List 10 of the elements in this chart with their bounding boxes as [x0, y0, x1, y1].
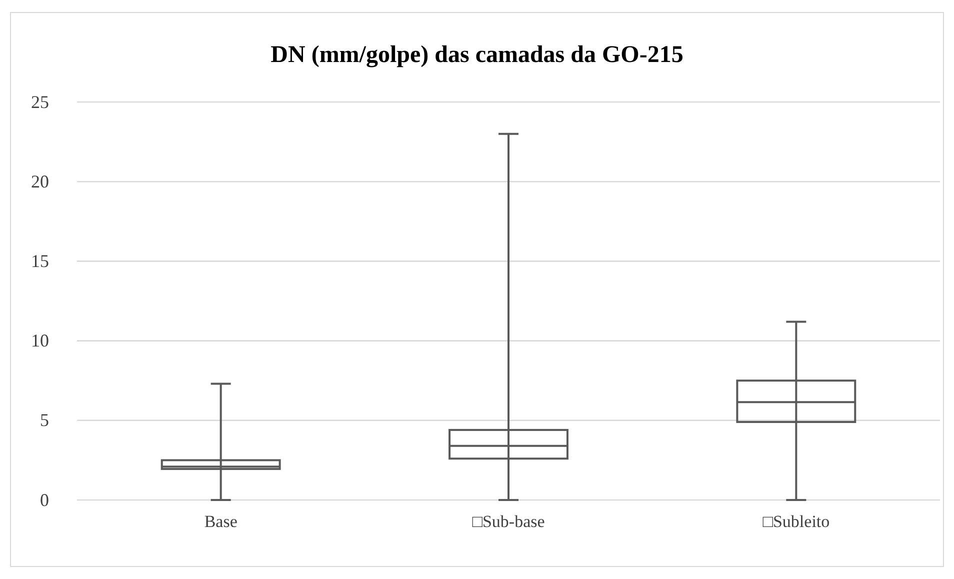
y-tick-label: 15 [31, 250, 49, 271]
y-tick-label: 5 [40, 410, 49, 430]
chart-title: DN (mm/golpe) das camadas da GO-215 [270, 42, 684, 68]
x-tick-label: □Sub-base [472, 512, 545, 532]
y-tick-label: 20 [31, 171, 49, 192]
y-tick-label: 25 [31, 92, 49, 112]
x-tick-label: □Subleito [762, 512, 830, 532]
y-tick-label: 0 [40, 490, 49, 510]
x-tick-label: Base [204, 512, 238, 532]
y-tick-label: 10 [31, 330, 49, 351]
